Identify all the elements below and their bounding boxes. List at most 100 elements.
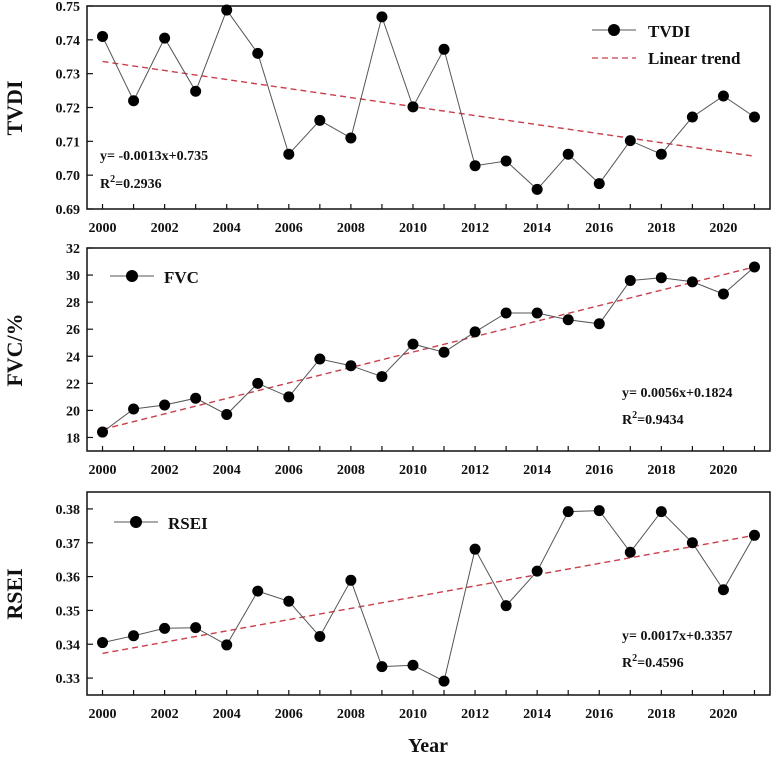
data-point	[252, 585, 264, 597]
trend-equation: y= 0.0056x+0.1824	[622, 386, 732, 401]
r-squared: R2=0.4596	[622, 653, 684, 671]
data-point	[686, 111, 698, 123]
y-tick-label: 0.70	[56, 169, 81, 184]
x-tick-label: 2018	[647, 463, 675, 478]
data-point	[655, 148, 667, 160]
x-tick-label: 2018	[647, 221, 675, 236]
data-point	[469, 543, 481, 555]
x-tick-label: 2004	[213, 221, 241, 236]
data-point	[717, 288, 729, 300]
data-point	[376, 661, 388, 673]
x-tick-label: 2000	[89, 221, 117, 236]
x-tick-label: 2006	[275, 707, 303, 722]
data-point	[748, 111, 760, 123]
data-point	[345, 360, 357, 372]
y-tick-label: 0.71	[56, 135, 81, 150]
x-tick-label: 2020	[709, 707, 737, 722]
x-tick-label: 2018	[647, 707, 675, 722]
x-tick-label: 2000	[89, 707, 117, 722]
x-tick-label: 2016	[585, 463, 613, 478]
series-line	[102, 9, 755, 191]
legend-marker	[126, 270, 138, 282]
legend-marker	[608, 24, 620, 36]
data-point	[252, 377, 264, 389]
x-tick-label: 2020	[709, 221, 737, 236]
x-tick-label: 2008	[337, 221, 365, 236]
legend-label-fvc: FVC	[164, 268, 199, 287]
x-axis: 2000 2002 2004 2006 2008 2010 2012 2014 2016 2018…	[89, 690, 756, 722]
data-point	[686, 537, 698, 549]
data-point	[190, 392, 202, 404]
data-point	[376, 11, 388, 23]
data-point	[221, 639, 233, 651]
x-axis: 2000 2002 2004 2006 2008 2010 2012 2014 2016 2018…	[89, 204, 756, 236]
data-point	[345, 574, 357, 586]
y-tick-label: 24	[66, 350, 80, 365]
x-tick-label: 2016	[585, 221, 613, 236]
x-tick-label: 2008	[337, 463, 365, 478]
trend-equation: y= -0.0013x+0.735	[100, 149, 208, 164]
y-tick-label: 0.72	[56, 102, 81, 117]
trend-line	[102, 60, 755, 157]
x-tick-label: 2006	[275, 221, 303, 236]
plot-frame	[86, 491, 771, 696]
y-axis-label: TVDI	[2, 80, 27, 135]
data-point	[252, 47, 264, 59]
data-point	[221, 4, 233, 16]
data-point	[593, 318, 605, 330]
data-point	[624, 546, 636, 558]
data-point	[159, 32, 171, 44]
data-point	[407, 338, 419, 350]
y-tick-label: 20	[66, 404, 80, 419]
x-tick-label: 2010	[399, 221, 427, 236]
data-point	[97, 637, 109, 649]
data-point	[345, 132, 357, 144]
y-axis: 0.69 0.70 0.71 0.72 0.73 0.74 0.75	[56, 0, 93, 218]
y-axis: 18 20 22 24 26 28 30 32	[66, 242, 93, 446]
data-point	[562, 314, 574, 326]
data-point	[531, 565, 543, 577]
trend-equation: y= 0.0017x+0.3357	[622, 629, 732, 644]
data-point	[624, 135, 636, 147]
data-point	[438, 346, 450, 358]
plot-frame	[86, 247, 771, 452]
x-tick-label: 2020	[709, 463, 737, 478]
y-tick-label: 18	[66, 431, 80, 446]
data-point	[283, 391, 295, 403]
panel-tvdi: 0.690.700.710.720.730.740.75 2000 2002 200…	[2, 0, 771, 236]
data-point	[500, 155, 512, 167]
data-point	[159, 399, 171, 411]
y-tick-label: 0.36	[56, 571, 81, 586]
data-point	[748, 261, 760, 273]
y-tick-label: 0.74	[56, 34, 81, 49]
x-tick-label: 2006	[275, 463, 303, 478]
x-tick-label: 2012	[461, 707, 489, 722]
data-point	[438, 675, 450, 687]
panel-fvc: 18 20 22 24 26 28 30 32 2000 2002 2004 2006 2008 201…	[2, 242, 771, 478]
data-point	[531, 307, 543, 319]
r-squared: R2=0.9434	[622, 410, 684, 428]
y-tick-label: 0.75	[56, 0, 81, 15]
r-squared: R2=0.2936	[100, 174, 162, 192]
data-point	[438, 43, 450, 55]
data-point	[500, 307, 512, 319]
y-tick-label: 32	[66, 242, 80, 257]
y-tick-label: 0.37	[56, 537, 81, 552]
data-point	[469, 326, 481, 338]
data-point	[283, 595, 295, 607]
x-tick-label: 2010	[399, 707, 427, 722]
y-tick-label: 0.38	[56, 503, 81, 518]
data-point	[159, 622, 171, 634]
legend-label-rsei: RSEI	[168, 514, 208, 533]
x-tick-label: 2014	[523, 463, 551, 478]
y-tick-label: 0.73	[56, 68, 81, 83]
data-point	[97, 426, 109, 438]
y-tick-label: 0.69	[56, 203, 81, 218]
data-point	[748, 529, 760, 541]
data-point	[655, 506, 667, 518]
data-point	[128, 403, 140, 415]
legend: RSEI	[114, 514, 208, 533]
x-axis: 2000 2002 2004 2006 2008 2010 2012 2014 2016 2018…	[89, 446, 756, 478]
data-point	[624, 274, 636, 286]
